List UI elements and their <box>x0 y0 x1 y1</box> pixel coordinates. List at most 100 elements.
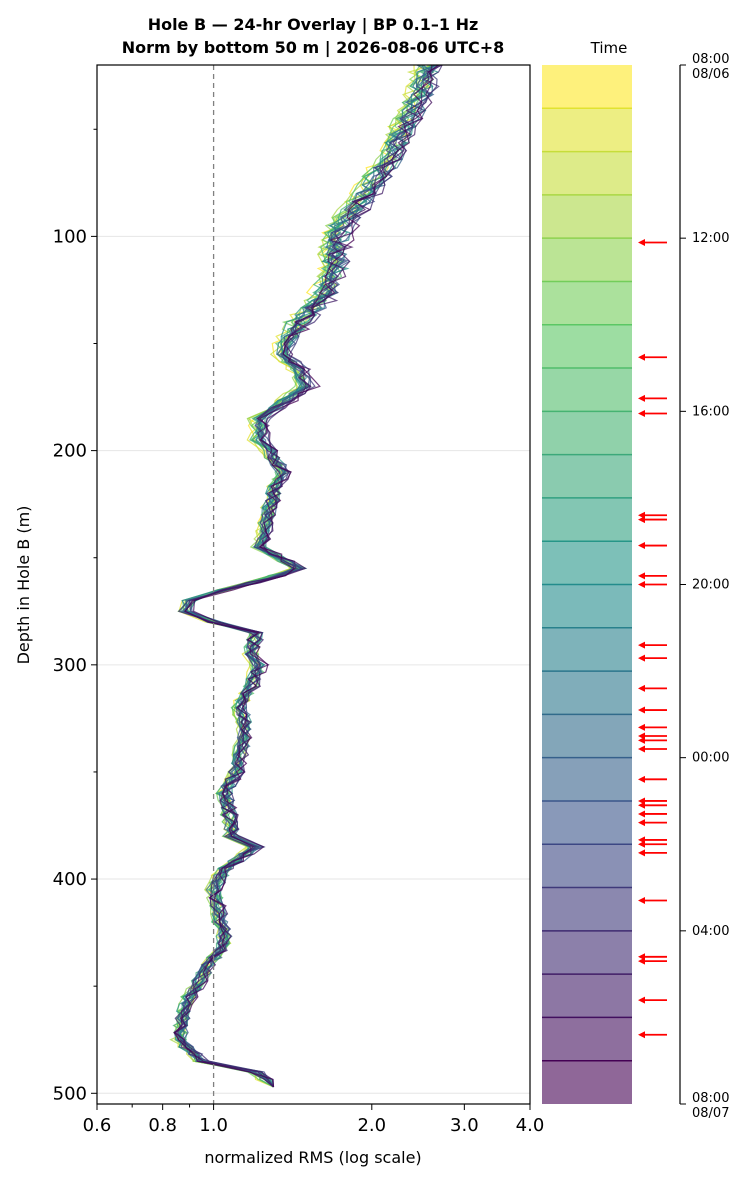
gap-arrow-head <box>638 238 645 246</box>
gap-arrow-head <box>638 542 645 550</box>
gap-arrow-head <box>638 897 645 905</box>
gap-arrow-head <box>638 996 645 1004</box>
colorbar-band <box>542 974 632 1018</box>
gap-arrow-head <box>638 353 645 361</box>
colorbar-tick-label: 20:00 <box>692 578 729 593</box>
colorbar-tick-label: 16:00 <box>692 404 729 419</box>
plot-traces <box>169 64 443 1088</box>
gap-arrow-head <box>638 849 645 857</box>
y-axis-label: Depth in Hole B (m) <box>14 506 33 665</box>
trace-line <box>175 64 441 1088</box>
trace-line <box>176 64 434 1088</box>
gap-arrow-head <box>638 581 645 588</box>
colorbar-tick-label-line: 08/07 <box>692 1106 729 1121</box>
trace-line <box>177 64 430 1088</box>
gap-arrow-head <box>638 516 645 524</box>
colorbar-tick-label: 00:00 <box>692 751 729 766</box>
plot-frame <box>96 64 531 1105</box>
y-tick-label: 300 <box>53 655 87 676</box>
gap-arrow-head <box>638 957 645 965</box>
colorbar-band <box>542 238 632 282</box>
gap-arrow-head <box>638 684 645 692</box>
plot-grid <box>97 235 530 1094</box>
colorbar-band <box>542 584 632 628</box>
gap-arrow-head <box>638 775 645 783</box>
colorbar-tick-label: 08:00 08/07 <box>692 1091 729 1121</box>
y-tick-label: 500 <box>53 1083 87 1104</box>
y-tick-label: 200 <box>53 441 87 462</box>
gap-arrow-head <box>638 723 645 731</box>
colorbar-band <box>542 671 632 715</box>
colorbar-band <box>542 108 632 152</box>
x-tick-label: 0.8 <box>148 1115 177 1136</box>
trace-line <box>176 64 436 1087</box>
chart-title-line1: Hole B — 24-hr Overlay | BP 0.1–1 Hz <box>148 15 479 35</box>
trace-line <box>174 64 443 1088</box>
gap-arrow-head <box>638 572 645 580</box>
colorbar-band <box>542 1060 632 1104</box>
colorbar-band <box>542 1017 632 1061</box>
colorbar-band <box>542 281 632 325</box>
y-axis: 100 200 300 400 500 <box>53 128 97 1104</box>
colorbar-band <box>542 454 632 498</box>
gap-arrow-head <box>638 840 645 848</box>
colorbar-tick-label: 08:00 08/06 <box>692 52 729 82</box>
colorbar <box>542 65 632 1104</box>
x-tick-label: 2.0 <box>357 1115 386 1136</box>
gap-markers <box>638 238 667 1039</box>
chart-title-line2: Norm by bottom 50 m | 2026-08-06 UTC+8 <box>122 38 505 58</box>
x-tick-label: 3.0 <box>450 1115 479 1136</box>
colorbar-tick-label: 04:00 <box>692 924 729 939</box>
gap-arrow-head <box>638 706 645 714</box>
colorbar-tick-label-line: 16:00 <box>692 404 729 419</box>
trace-line <box>175 64 434 1088</box>
gap-arrow-head <box>638 810 645 818</box>
gap-arrow-head <box>638 736 645 744</box>
colorbar-band <box>542 800 632 845</box>
colorbar-tick-label-line: 08:00 <box>692 52 729 67</box>
colorbar-band <box>542 411 632 455</box>
trace-line <box>176 64 431 1088</box>
gap-arrow-head <box>638 1031 645 1039</box>
gap-arrow-head <box>638 641 645 649</box>
x-axis: 0.6 0.8 1.0 2.0 3.0 4.0 <box>83 1104 544 1136</box>
gap-arrow-head <box>638 654 645 662</box>
y-tick-label: 100 <box>53 226 87 247</box>
colorbar-band <box>542 714 632 758</box>
y-tick-label: 400 <box>53 869 87 890</box>
x-tick-label: 0.6 <box>83 1115 112 1136</box>
x-axis-label: normalized RMS (log scale) <box>204 1148 421 1167</box>
colorbar-tick-label-line: 12:00 <box>692 231 729 246</box>
gap-arrow-head <box>638 409 645 417</box>
colorbar-band <box>542 324 632 369</box>
colorbar-tick-label-line: 00:00 <box>692 751 729 766</box>
colorbar-axis: 08:00 08/0612:0016:0020:0000:0004:0008:00… <box>679 52 729 1121</box>
colorbar-tick-label: 12:00 <box>692 231 729 246</box>
colorbar-tick-label-line: 08:00 <box>692 1091 729 1106</box>
trace-line <box>173 64 443 1087</box>
colorbar-band <box>542 844 632 888</box>
colorbar-band <box>542 497 632 542</box>
colorbar-label: Time <box>590 39 628 57</box>
trace-line <box>169 64 435 1088</box>
colorbar-band <box>542 930 632 975</box>
colorbar-tick-label-line: 20:00 <box>692 578 729 593</box>
gap-arrow-head <box>638 745 645 753</box>
gap-arrow-head <box>638 801 645 809</box>
colorbar-band <box>542 368 632 412</box>
colorbar-band <box>542 541 632 585</box>
trace-line <box>177 64 422 1088</box>
x-tick-label: 1.0 <box>199 1115 228 1136</box>
gap-arrow-head <box>638 394 645 402</box>
trace-line <box>172 64 433 1088</box>
trace-line <box>174 64 439 1088</box>
trace-line <box>176 64 435 1088</box>
gap-arrow-head <box>638 819 645 827</box>
colorbar-band <box>542 65 632 109</box>
colorbar-band <box>542 194 632 239</box>
colorbar-tick-label-line: 08/06 <box>692 67 729 82</box>
colorbar-band <box>542 757 632 801</box>
trace-line <box>173 64 440 1087</box>
colorbar-tick-label-line: 04:00 <box>692 924 729 939</box>
